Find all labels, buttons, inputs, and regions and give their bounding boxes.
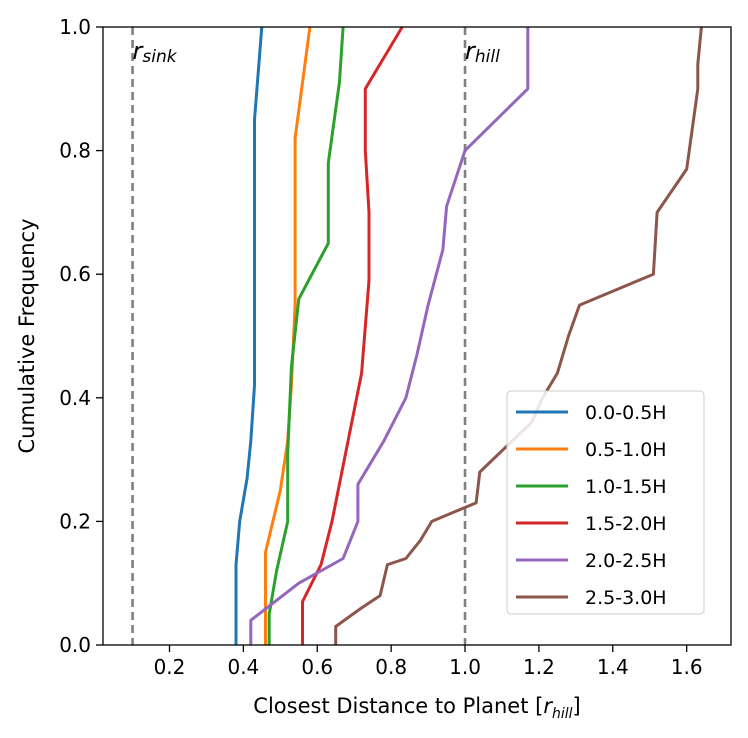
x-axis-ticks: 0.2 0.4 0.6 0.8 1.0 1.2 1.4 1.6 xyxy=(154,645,703,679)
series-line-1.0-1.5H xyxy=(267,26,345,645)
x-tick-label: 1.0 xyxy=(449,655,481,679)
y-tick-label: 0.8 xyxy=(59,139,91,163)
x-axis-label-unit-sub: hill xyxy=(552,706,573,722)
x-tick-label: 0.6 xyxy=(301,655,333,679)
annotations: rsink rhill xyxy=(133,37,501,67)
x-tick-label: 0.2 xyxy=(154,655,186,679)
legend-label: 1.0-1.5H xyxy=(585,476,667,498)
y-tick-label: 0.2 xyxy=(59,509,91,533)
y-tick-label: 1.0 xyxy=(59,15,91,39)
x-tick-label: 0.4 xyxy=(227,655,259,679)
x-tick-label: 0.8 xyxy=(375,655,407,679)
reference-label-sub: hill xyxy=(475,47,500,67)
legend-label: 2.5-3.0H xyxy=(585,587,667,609)
legend-label: 2.0-2.5H xyxy=(585,550,667,572)
reference-label-sink: rsink xyxy=(133,37,178,67)
y-axis-ticks: 0.0 0.2 0.4 0.6 0.8 1.0 xyxy=(59,15,103,657)
reference-label-sub: sink xyxy=(142,47,177,67)
reference-label-main: r xyxy=(133,37,145,65)
y-tick-label: 0.4 xyxy=(59,386,91,410)
legend-label: 0.0-0.5H xyxy=(585,402,667,424)
reference-label-main: r xyxy=(465,37,477,65)
series-line-0.0-0.5H xyxy=(234,26,264,645)
x-axis-label-unit: r xyxy=(543,694,553,718)
legend: 0.0-0.5H 0.5-1.0H 1.0-1.5H 1.5-2.0H 2.0-2.5H… xyxy=(506,390,705,615)
x-axis-label-text: Closest Distance to Planet [ xyxy=(253,694,543,718)
legend-label: 1.5-2.0H xyxy=(585,513,667,535)
x-tick-label: 1.2 xyxy=(523,655,555,679)
x-tick-label: 1.6 xyxy=(671,655,703,679)
series-line-1.5-2.0H xyxy=(301,26,404,645)
legend-label: 0.5-1.0H xyxy=(585,439,667,461)
legend-box xyxy=(506,390,705,615)
x-axis-label-close: ] xyxy=(573,694,581,718)
reference-lines xyxy=(131,27,467,645)
x-axis-label: Closest Distance to Planet [rhill] xyxy=(253,694,580,722)
y-axis-label: Cumulative Frequency xyxy=(15,218,39,453)
y-tick-label: 0.0 xyxy=(59,633,91,657)
reference-label-hill: rhill xyxy=(465,37,500,67)
y-tick-label: 0.6 xyxy=(59,262,91,286)
series-line-2.0-2.5H xyxy=(249,27,530,645)
plot-frame xyxy=(102,26,732,646)
x-tick-label: 1.4 xyxy=(597,655,629,679)
